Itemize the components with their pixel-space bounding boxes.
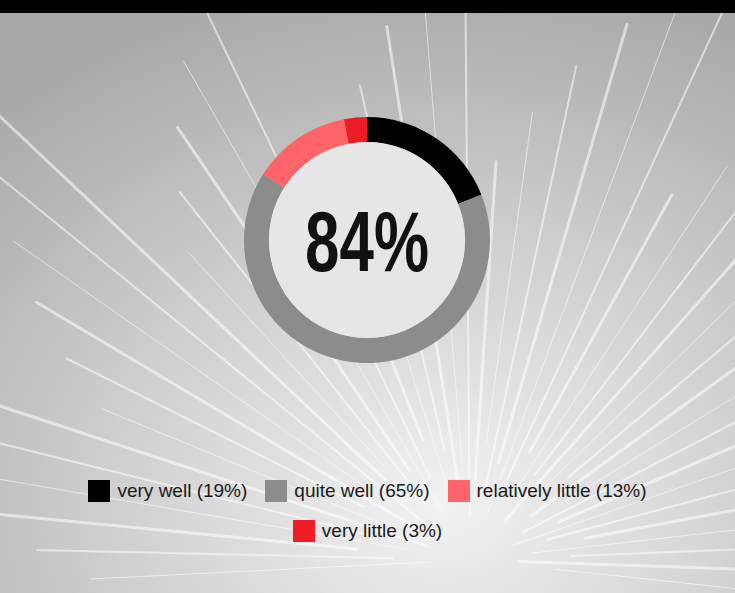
sparks <box>0 0 735 593</box>
spark-line <box>37 550 393 558</box>
spark-line <box>90 562 430 579</box>
legend-label: quite well (65%) <box>294 480 429 502</box>
legend-item: quite well (65%) <box>265 480 429 502</box>
spark-line <box>565 304 735 501</box>
legend-swatch <box>448 480 470 502</box>
spark-line <box>518 562 735 581</box>
legend-label: relatively little (13%) <box>477 480 647 502</box>
donut-hole <box>269 142 465 338</box>
spark-line <box>511 349 735 546</box>
donut-chart: 84% <box>244 117 490 363</box>
donut-slice <box>344 117 367 144</box>
legend-swatch <box>88 480 110 502</box>
spark-line <box>499 25 627 463</box>
spark-line <box>508 166 727 501</box>
legend: very well (19%) quite well (65%) relativel… <box>15 480 720 542</box>
center-label: 84% <box>305 193 429 289</box>
background: 84% <box>0 0 735 593</box>
spark-line <box>568 314 735 477</box>
legend-swatch <box>265 480 287 502</box>
legend-item: very well (19%) <box>88 480 247 502</box>
spark-line <box>487 0 684 514</box>
photo-background <box>0 0 735 593</box>
spark-line <box>0 359 427 546</box>
spark-line <box>555 569 735 593</box>
spark-line <box>571 538 735 556</box>
legend-item: relatively little (13%) <box>448 480 647 502</box>
legend-label: very well (19%) <box>117 480 247 502</box>
top-bar <box>0 0 735 13</box>
spark-line <box>535 144 735 475</box>
spark-line <box>506 0 735 482</box>
legend-label: very little (3%) <box>322 520 442 542</box>
spark-line <box>534 503 735 553</box>
legend-item: very little (3%) <box>293 520 442 542</box>
spark-line <box>486 112 532 443</box>
spark-line <box>0 417 375 536</box>
legend-swatch <box>293 520 315 542</box>
